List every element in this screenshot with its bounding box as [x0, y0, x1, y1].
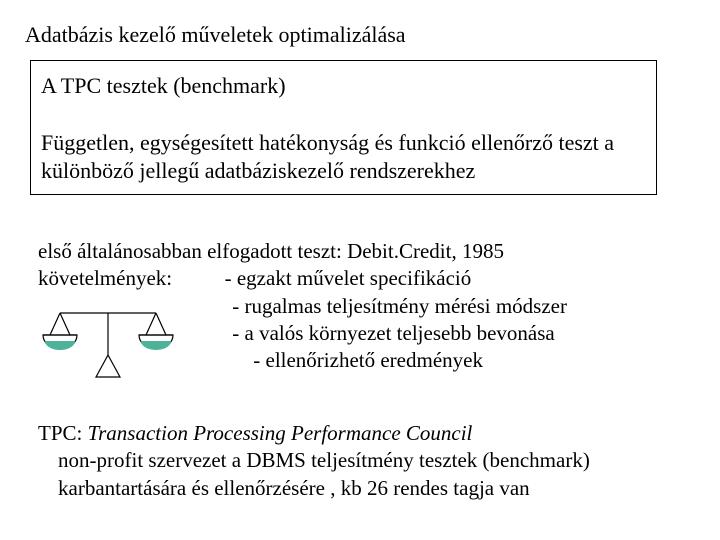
tpc-line-2: non-profit szervezet a DBMS teljesítmény…	[38, 447, 698, 474]
tpc-label: TPC:	[38, 421, 88, 445]
tpc-council-name: Transaction Processing Performance Counc…	[88, 421, 473, 445]
mid-line-1: első általánosabban elfogadott teszt: De…	[38, 238, 668, 265]
box-body: Független, egységesített hatékonyság és …	[41, 129, 646, 184]
tpc-line-1: TPC: Transaction Processing Performance …	[38, 420, 698, 447]
tpc-block: TPC: Transaction Processing Performance …	[38, 420, 698, 502]
page-title: Adatbázis kezelő műveletek optimalizálás…	[25, 22, 406, 48]
balance-scale-icon	[36, 295, 181, 385]
mid-line-2: követelmények: - egzakt művelet specifik…	[38, 265, 668, 292]
benchmark-box: A TPC tesztek (benchmark) Független, egy…	[30, 60, 657, 195]
box-heading: A TPC tesztek (benchmark)	[41, 73, 646, 99]
tpc-line-3: karbantartására és ellenőrzésére , kb 26…	[38, 475, 698, 502]
